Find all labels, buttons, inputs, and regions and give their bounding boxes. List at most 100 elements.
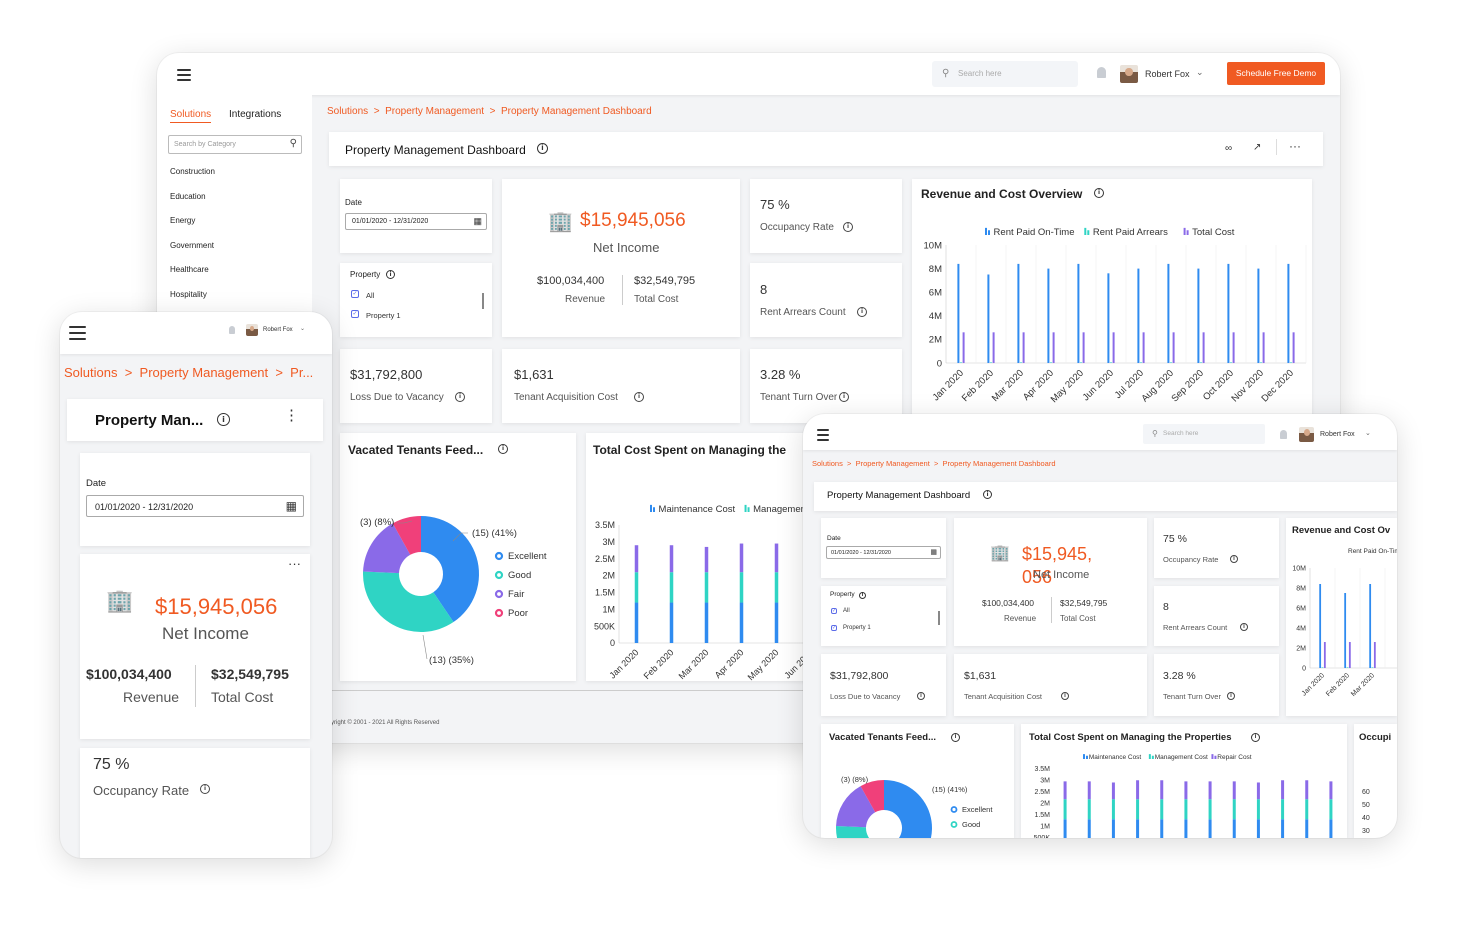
breadcrumb-solutions[interactable]: Solutions [812, 459, 843, 468]
sidebar-item-energy[interactable]: Energy [170, 216, 196, 226]
tablet-revenue-chart-card: Revenue and Cost Ov Rent Paid On-Time 0 2M… [1286, 518, 1397, 716]
schedule-demo-label: Schedule Free Demo [1235, 68, 1317, 78]
sidebar-item-education[interactable]: Education [170, 191, 206, 201]
info-icon[interactable]: i [951, 733, 960, 742]
checkbox-all[interactable]: ✓ [351, 290, 359, 298]
occupancy-chart: 60 50 40 30 [1362, 789, 1370, 835]
info-icon[interactable]: i [217, 413, 230, 426]
user-name[interactable]: Robert Fox [1320, 431, 1355, 438]
expand-icon[interactable]: ↗ [1253, 142, 1262, 153]
avatar[interactable] [1299, 427, 1314, 442]
category-search-input[interactable]: Search by Category ⚲ [168, 135, 302, 154]
chevron-down-icon[interactable]: ⌄ [1365, 430, 1371, 437]
breadcrumb-solutions[interactable]: Solutions [327, 106, 369, 117]
tab-solutions[interactable]: Solutions [170, 109, 212, 123]
info-icon[interactable]: i [917, 692, 925, 700]
info-icon[interactable]: i [1240, 623, 1248, 631]
schedule-demo-button[interactable]: Schedule Free Demo [1227, 62, 1325, 85]
sidebar-item-government[interactable]: Government [170, 240, 215, 250]
bar-management-cost [1329, 799, 1333, 820]
tablet-net-income-card: 🏢 $15,945, 056 Net Income $100,034,400 R… [954, 518, 1147, 646]
occupancy-chart-title: Occupi [1359, 732, 1392, 743]
y-tick-label: 60 [1362, 789, 1370, 796]
user-name[interactable]: Robert Fox [263, 327, 293, 333]
info-icon[interactable]: i [857, 307, 867, 317]
info-icon[interactable]: i [455, 392, 465, 402]
info-icon[interactable]: i [1230, 555, 1238, 563]
info-icon[interactable]: i [1094, 188, 1104, 198]
avatar[interactable] [1120, 65, 1138, 83]
checkbox-property-1[interactable]: ✓ [351, 310, 359, 318]
bell-icon[interactable] [1097, 67, 1106, 78]
bar-repair-cost [739, 543, 744, 573]
legend-label: Repair Cost [1217, 754, 1252, 761]
checkbox-all[interactable]: ✓ [831, 608, 837, 614]
breadcrumb[interactable]: Solutions > Property Management > Pr... [64, 365, 314, 380]
menu-icon[interactable] [177, 69, 191, 81]
date-filter-card: Date 01/01/2020 - 12/31/2020 ▦ [340, 179, 492, 253]
info-icon[interactable]: i [1251, 733, 1260, 742]
y-tick-label: 8M [929, 264, 942, 275]
revenue-label: Revenue [1004, 614, 1037, 623]
breadcrumb-dashboard[interactable]: Property Management Dashboard [501, 106, 652, 117]
info-icon[interactable]: i [1061, 692, 1069, 700]
sidebar-item-healthcare[interactable]: Healthcare [170, 265, 209, 275]
user-name[interactable]: Robert Fox [1145, 69, 1190, 79]
bar-management-cost [1063, 799, 1067, 820]
search-icon[interactable]: ⚲ [289, 138, 297, 149]
arrears-value: 8 [1163, 601, 1169, 613]
info-icon[interactable]: i [839, 392, 849, 402]
date-range-input[interactable]: 01/01/2020 - 12/31/2020 ▦ [345, 213, 487, 230]
date-range-input[interactable]: 01/01/2020 - 12/31/2020 ▦ [826, 546, 941, 559]
tablet-dashboard-header: Property Management Dashboard i [814, 482, 1397, 511]
info-icon[interactable]: i [859, 592, 866, 599]
info-icon[interactable]: i [634, 392, 644, 402]
info-icon[interactable]: i [1227, 692, 1235, 700]
label-line [422, 634, 428, 660]
info-icon[interactable]: i [498, 444, 508, 454]
bell-icon[interactable] [229, 326, 235, 334]
acquisition-value: $1,631 [514, 367, 554, 382]
legend-label: Rent Paid On-Time [994, 227, 1075, 238]
breadcrumb-property-management[interactable]: Property Management [855, 459, 930, 468]
search-box[interactable]: ⚲ Search here [932, 61, 1078, 87]
breadcrumb-dashboard[interactable]: Property Management Dashboard [942, 459, 1056, 468]
chevron-down-icon[interactable]: ⌄ [1196, 67, 1204, 77]
more-options-icon[interactable]: ··· [1289, 139, 1301, 153]
info-icon[interactable]: i [537, 143, 548, 154]
info-icon[interactable]: i [843, 222, 853, 232]
calendar-icon[interactable]: ▦ [473, 216, 482, 226]
calendar-icon[interactable]: ▦ [285, 499, 297, 513]
date-range-input[interactable]: 01/01/2020 - 12/31/2020 ▦ [86, 495, 304, 517]
menu-icon[interactable] [69, 326, 86, 340]
menu-icon[interactable] [817, 429, 829, 441]
occupancy-value: 75 % [93, 756, 130, 773]
info-icon[interactable]: i [386, 270, 395, 279]
bar-repair-cost [1160, 780, 1164, 800]
more-options-icon[interactable]: ··· [288, 556, 301, 571]
checkbox-property-1[interactable]: ✓ [831, 625, 837, 631]
breadcrumb: Solutions > Property Management > Proper… [812, 459, 1056, 468]
bar-rent-paid-arrears [1346, 667, 1349, 668]
bar-management-cost [1184, 799, 1188, 820]
bar-repair-cost [1111, 782, 1115, 800]
avatar[interactable] [246, 324, 258, 336]
sidebar-item-construction[interactable]: Construction [170, 167, 215, 176]
search-box[interactable]: ⚲ Search here [1143, 424, 1265, 444]
glasses-icon[interactable]: ∞ [1225, 143, 1233, 154]
scrollbar[interactable] [938, 611, 940, 625]
info-icon[interactable]: i [983, 490, 992, 499]
y-tick-label: 6M [929, 288, 942, 299]
breadcrumb-property-management[interactable]: Property Management [385, 106, 485, 117]
sidebar-item-hospitality[interactable]: Hospitality [170, 290, 207, 299]
more-options-icon[interactable]: ⋮ [284, 407, 299, 424]
legend-swatch [1084, 227, 1087, 235]
calendar-icon[interactable]: ▦ [930, 549, 937, 556]
bar-repair-cost [1208, 781, 1212, 800]
scrollbar[interactable] [482, 293, 484, 309]
category-search-placeholder: Search by Category [174, 141, 236, 148]
bell-icon[interactable] [1280, 430, 1287, 439]
chevron-down-icon[interactable]: ⌄ [300, 326, 306, 332]
tab-integrations[interactable]: Integrations [229, 109, 282, 120]
info-icon[interactable]: i [200, 784, 210, 794]
